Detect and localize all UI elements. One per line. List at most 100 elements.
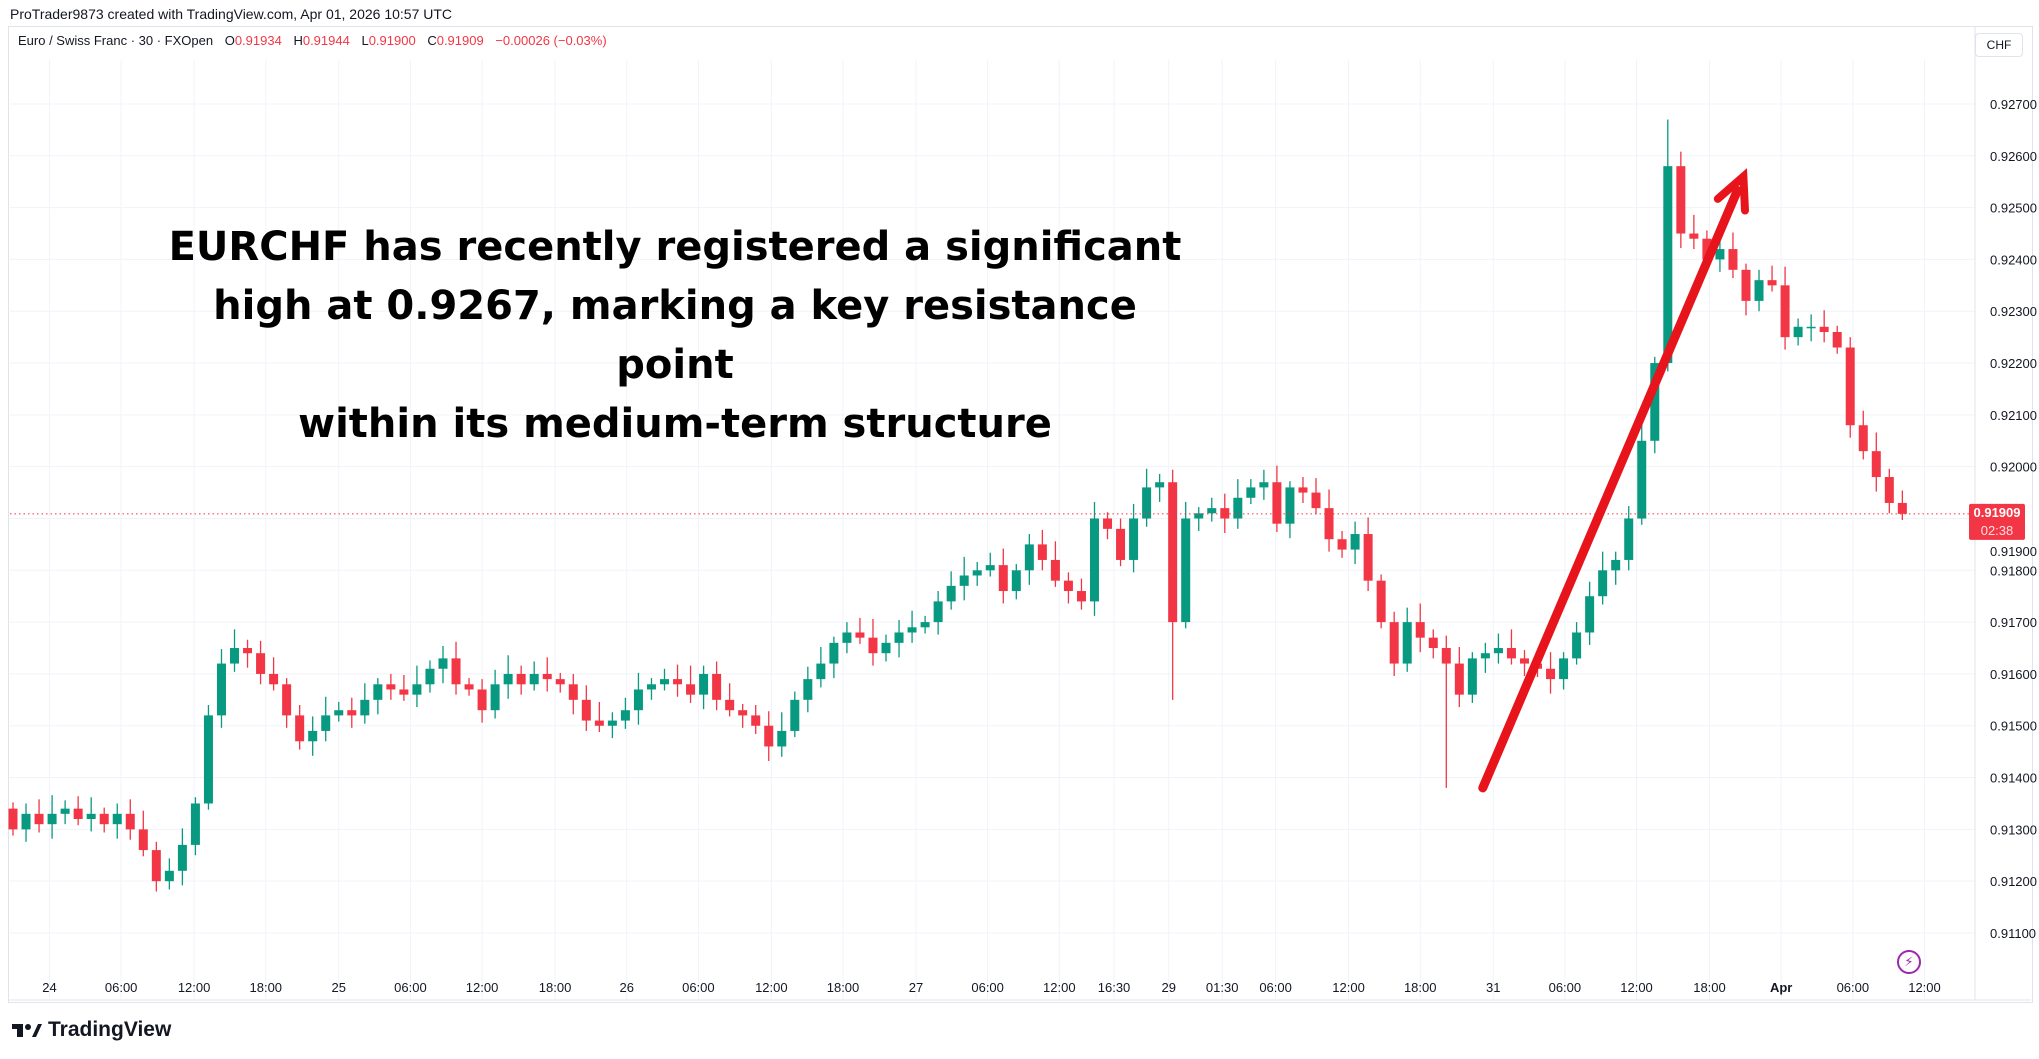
candle-body: [790, 699, 800, 731]
change-value: −0.00026 (−0.03%): [495, 33, 607, 48]
candle-body: [1220, 508, 1230, 519]
candle-body: [34, 813, 44, 825]
x-tick-label: 26: [619, 980, 633, 995]
candle-body: [1350, 534, 1360, 550]
candle: [816, 646, 826, 688]
candle: [790, 691, 800, 738]
candle: [1207, 497, 1217, 522]
x-tick-label: 31: [1486, 980, 1500, 995]
candle-body: [73, 808, 83, 820]
candle-body: [1715, 249, 1725, 260]
candle-body: [1598, 570, 1608, 597]
candle-body: [933, 601, 943, 623]
credit-line: ProTrader9873 created with TradingView.c…: [10, 6, 453, 22]
candle-body: [646, 684, 656, 690]
candle: [334, 701, 344, 722]
y-tick-label: 0.92000: [1990, 460, 2037, 475]
candle-body: [985, 565, 995, 571]
candle: [1728, 232, 1738, 279]
y-tick-label: 0.92200: [1990, 356, 2037, 371]
currency-button[interactable]: CHF: [1975, 33, 2023, 57]
x-tick-label: 18:00: [539, 980, 572, 995]
candle: [177, 828, 187, 886]
candle: [164, 858, 174, 890]
candle-body: [86, 813, 96, 820]
candle: [633, 672, 643, 725]
candle: [764, 711, 774, 761]
candle-body: [125, 813, 135, 830]
candle-body: [764, 725, 774, 747]
candle-body: [1572, 632, 1582, 659]
candle-body: [412, 684, 422, 695]
candle-body: [1728, 249, 1738, 270]
candle-body: [1741, 269, 1751, 301]
candle: [1858, 410, 1868, 460]
tradingview-logo[interactable]: TradingView: [12, 1018, 171, 1042]
candle: [1480, 642, 1490, 673]
candle-body: [373, 684, 383, 700]
candle: [1454, 646, 1464, 708]
candle: [1819, 310, 1829, 343]
candle-body: [1337, 539, 1347, 550]
candle-body: [1871, 451, 1881, 478]
candle-body: [1493, 648, 1503, 654]
candle-body: [1689, 233, 1699, 239]
annotation-line: within its medium-term structure: [298, 401, 1052, 447]
candle-body: [1089, 518, 1099, 602]
candle: [868, 619, 878, 666]
candle: [269, 657, 279, 691]
candle-body: [1116, 528, 1126, 560]
candle-body: [1363, 534, 1373, 581]
candle: [568, 673, 578, 715]
candle: [1259, 469, 1269, 500]
candle-body: [868, 637, 878, 654]
candle-body: [894, 632, 904, 643]
candle-body: [490, 684, 500, 711]
candle: [751, 705, 761, 735]
symbol-title[interactable]: Euro / Swiss Franc · 30 · FXOpen: [18, 33, 214, 48]
candle: [1089, 501, 1099, 616]
candle: [1076, 578, 1086, 610]
candle-body: [334, 710, 344, 716]
high-label: H: [293, 33, 303, 48]
x-tick-label: 18:00: [250, 980, 283, 995]
candle-body: [282, 684, 292, 716]
candle-body: [1663, 166, 1673, 364]
candle-body: [1428, 637, 1438, 649]
chart-frame: [8, 26, 2033, 1003]
candle-body: [1389, 622, 1399, 664]
open-value: 0.91934: [234, 33, 282, 48]
x-tick-label: 12:00: [1908, 980, 1941, 995]
candle-body: [425, 668, 435, 685]
candle: [1506, 629, 1516, 665]
y-tick-label: 0.91500: [1990, 719, 2037, 734]
candle: [829, 636, 839, 679]
candle-body: [1050, 559, 1060, 581]
x-tick-label: 01:30: [1206, 980, 1239, 995]
candle-body: [842, 632, 852, 643]
candle: [555, 672, 565, 693]
candle: [1884, 468, 1894, 514]
candle-body: [21, 813, 31, 830]
annotation-line: high at 0.9267, marking a key resistance…: [213, 283, 1137, 388]
candle-body: [1819, 326, 1829, 332]
candle-body: [47, 813, 57, 825]
candle: [985, 552, 995, 577]
candle: [894, 620, 904, 658]
y-tick-label: 0.91100: [1990, 926, 2036, 941]
candle-body: [620, 710, 630, 721]
x-tick-label: 18:00: [1693, 980, 1726, 995]
lightning-icon[interactable]: ⚡: [1897, 950, 1921, 974]
candle-body: [503, 673, 513, 685]
candle-body: [542, 673, 552, 680]
candle-body: [1624, 518, 1634, 560]
candle-body: [725, 699, 735, 711]
last-price-value: 0.91909: [1974, 505, 2021, 520]
candle: [1598, 551, 1608, 605]
candle-body: [1559, 658, 1569, 680]
candle-body: [1702, 238, 1712, 260]
candle: [1350, 521, 1360, 565]
candle: [321, 696, 331, 742]
x-tick-label: 12:00: [1332, 980, 1365, 995]
